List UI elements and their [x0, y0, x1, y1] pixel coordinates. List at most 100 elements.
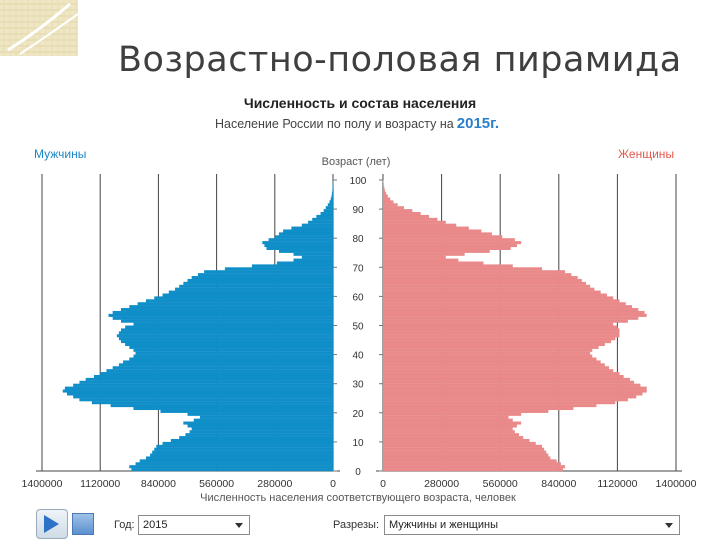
bar-women — [383, 255, 446, 259]
bar-men — [191, 276, 333, 280]
bar-women — [383, 182, 384, 186]
bar-men — [120, 328, 333, 332]
bar-men — [187, 412, 333, 416]
bar-men — [187, 278, 333, 282]
bar-men — [332, 180, 334, 184]
bar-women — [383, 363, 605, 367]
bar-men — [79, 380, 334, 384]
bar-men — [139, 459, 333, 463]
bar-women — [383, 380, 635, 384]
bar-men — [293, 252, 333, 256]
year-select-value: 2015 — [143, 519, 168, 531]
bar-women — [383, 459, 557, 463]
bar-men — [204, 270, 333, 274]
bar-men — [131, 468, 333, 472]
bar-men — [135, 351, 333, 355]
bar-women — [383, 212, 421, 216]
bar-men — [118, 337, 334, 341]
x-tick-label-right: 560000 — [483, 478, 518, 490]
bar-men — [133, 406, 333, 411]
x-tick-label-left: 0 — [330, 478, 336, 490]
bar-men — [118, 363, 334, 367]
bar-men — [133, 348, 333, 352]
bar-women — [383, 313, 647, 317]
bar-men — [85, 377, 334, 381]
bar-men — [106, 369, 333, 373]
bar-women — [383, 354, 593, 358]
bar-women — [383, 287, 595, 291]
bar-women — [383, 299, 620, 303]
bar-men — [183, 421, 333, 425]
bar-women — [383, 206, 404, 210]
x-tick-label-left: 840000 — [141, 478, 176, 490]
bar-women — [383, 229, 482, 233]
bar-men — [162, 293, 333, 297]
bar-women — [383, 436, 524, 440]
bar-men — [191, 427, 333, 431]
bar-men — [133, 322, 333, 326]
slice-label: Разрезы: — [333, 519, 380, 531]
bar-men — [152, 450, 333, 454]
bar-women — [383, 386, 647, 390]
stop-button[interactable] — [72, 513, 94, 535]
bar-men — [116, 334, 333, 338]
bar-women — [383, 401, 616, 405]
bar-women — [383, 351, 591, 355]
bar-women — [383, 325, 618, 329]
age-tick-label: 60 — [352, 292, 364, 303]
bar-women — [383, 392, 643, 396]
bar-women — [383, 197, 391, 201]
bar-women — [383, 232, 492, 236]
x-tick-label-right: 0 — [380, 478, 386, 490]
bar-men — [316, 214, 333, 218]
bar-women — [383, 180, 384, 184]
bar-women — [383, 462, 561, 466]
bar-women — [383, 345, 599, 349]
bar-women — [383, 441, 536, 445]
bar-women — [383, 217, 438, 221]
bar-women — [383, 316, 639, 320]
bar-women — [383, 395, 637, 399]
bar-women — [383, 331, 620, 335]
bar-women — [383, 220, 446, 224]
bar-men — [331, 194, 333, 198]
age-tick-label: 70 — [352, 263, 364, 274]
bar-men — [66, 392, 333, 396]
y-axis-title: Возраст (лет) — [322, 156, 391, 168]
bar-women — [383, 188, 385, 192]
year-select[interactable]: 2015 — [138, 515, 250, 535]
bar-men — [262, 241, 333, 245]
bar-men — [100, 372, 333, 376]
slide-title: Возрастно-половая пирамида — [118, 40, 682, 80]
bar-women — [383, 377, 630, 381]
legend-women: Женщины — [618, 147, 675, 161]
bar-women — [383, 447, 545, 451]
bar-women — [383, 258, 459, 262]
bar-women — [383, 444, 543, 448]
age-tick-label: 40 — [352, 351, 364, 362]
bar-men — [264, 244, 333, 248]
age-tick-label: 50 — [352, 322, 364, 333]
bar-women — [383, 308, 639, 312]
bar-men — [150, 453, 333, 457]
year-label: Год: — [114, 519, 135, 531]
bar-men — [156, 444, 333, 448]
bar-women — [383, 409, 549, 413]
bar-men — [312, 217, 333, 221]
play-button[interactable] — [36, 509, 68, 539]
slice-select-value: Мужчины и женщины — [389, 519, 498, 531]
x-tick-label-left: 560000 — [199, 478, 234, 490]
bar-women — [383, 223, 457, 227]
bar-men — [135, 462, 333, 466]
bar-men — [278, 249, 333, 253]
bar-women — [383, 319, 628, 323]
bar-women — [383, 348, 593, 352]
bar-women — [383, 427, 513, 431]
slice-select[interactable]: Мужчины и женщины — [384, 515, 680, 535]
bar-men — [224, 267, 333, 271]
bar-women — [383, 453, 549, 457]
bar-men — [62, 389, 334, 393]
caption-text: Население России по полу и возрасту на — [215, 117, 454, 131]
x-tick-label-left: 280000 — [257, 478, 292, 490]
bar-men — [168, 290, 333, 294]
